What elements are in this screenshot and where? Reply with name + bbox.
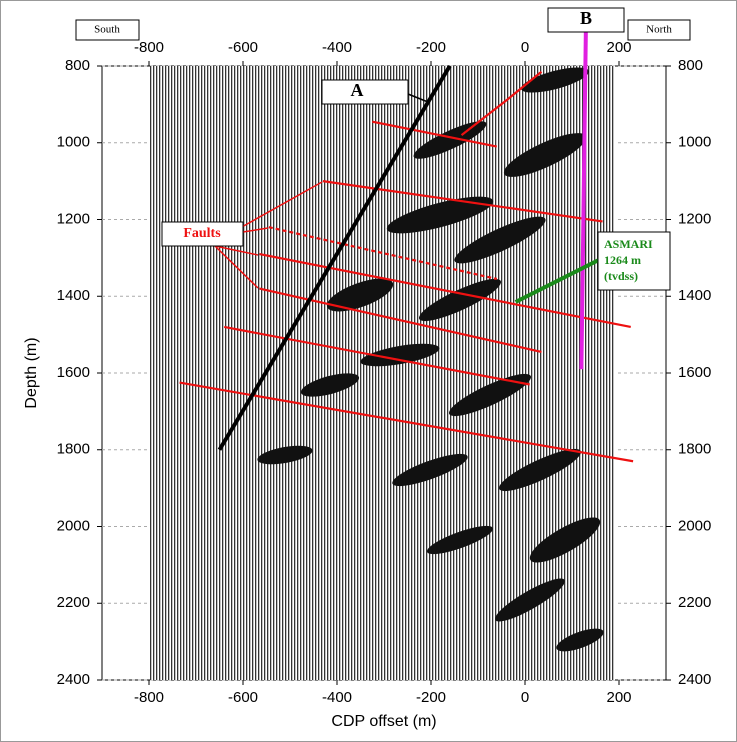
north-label: North [646, 24, 672, 36]
b-box [547, 7, 625, 33]
y-tick-label: 1400 [57, 287, 90, 304]
y-axis-title: Depth (m) [23, 337, 40, 408]
asmari-box [597, 231, 671, 291]
reflectors [257, 67, 604, 652]
x-tick-label: -600 [228, 689, 258, 706]
asmari-label: ASMARI [604, 237, 653, 251]
y-tick-label: 2000 [678, 517, 711, 534]
south-label: South [94, 24, 120, 36]
a-box [321, 79, 409, 105]
interpretation-line [217, 64, 452, 451]
y-tick-label: 800 [678, 57, 703, 74]
annotations [179, 12, 634, 463]
fault-arrows [214, 181, 323, 289]
y-tick-label: 1800 [57, 441, 90, 458]
fault-line [268, 226, 498, 281]
fault-line [179, 381, 634, 463]
x-tick-label: -200 [416, 39, 446, 56]
y-tick-label: 1600 [678, 364, 711, 381]
fault-line [372, 120, 498, 148]
x-tick-label: -800 [134, 689, 164, 706]
y-tick-label: 1200 [678, 210, 711, 227]
x-tick-label: -200 [416, 689, 446, 706]
faults-label: Faults [183, 226, 221, 241]
y-tick-label: 1000 [57, 134, 90, 151]
y-tick-label: 2000 [57, 517, 90, 534]
x-tick-label: 200 [606, 39, 631, 56]
asmari-label: (tvdss) [604, 269, 638, 283]
y-tick-label: 1600 [57, 364, 90, 381]
faults-box [161, 221, 244, 247]
y-tick-label: 2400 [57, 671, 90, 688]
b-label: B [580, 8, 592, 28]
fault-line [460, 70, 543, 136]
fault-line [259, 287, 542, 353]
x-tick-label: -400 [322, 689, 352, 706]
x-axis-title: CDP offset (m) [331, 713, 436, 730]
fault-line [223, 325, 530, 386]
x-tick-label: -600 [228, 39, 258, 56]
y-tick-label: 1800 [678, 441, 711, 458]
south-box [75, 19, 140, 41]
y-tick-label: 2200 [57, 594, 90, 611]
y-tick-label: 800 [65, 57, 90, 74]
x-tick-label: 0 [521, 689, 529, 706]
north-box [627, 19, 691, 41]
y-tick-label: 1200 [57, 210, 90, 227]
fault-line [322, 180, 603, 223]
interpretation-line [579, 12, 589, 370]
x-tick-label: -800 [134, 39, 164, 56]
fault-line [259, 252, 631, 329]
y-tick-label: 2200 [678, 594, 711, 611]
x-tick-label: 200 [606, 689, 631, 706]
x-tick-label: 0 [521, 39, 529, 56]
a-label: A [351, 80, 364, 100]
asmari-label: 1264 m [604, 253, 641, 267]
y-tick-label: 1000 [678, 134, 711, 151]
y-tick-label: 1400 [678, 287, 711, 304]
y-tick-label: 2400 [678, 671, 711, 688]
x-tick-label: -400 [322, 39, 352, 56]
